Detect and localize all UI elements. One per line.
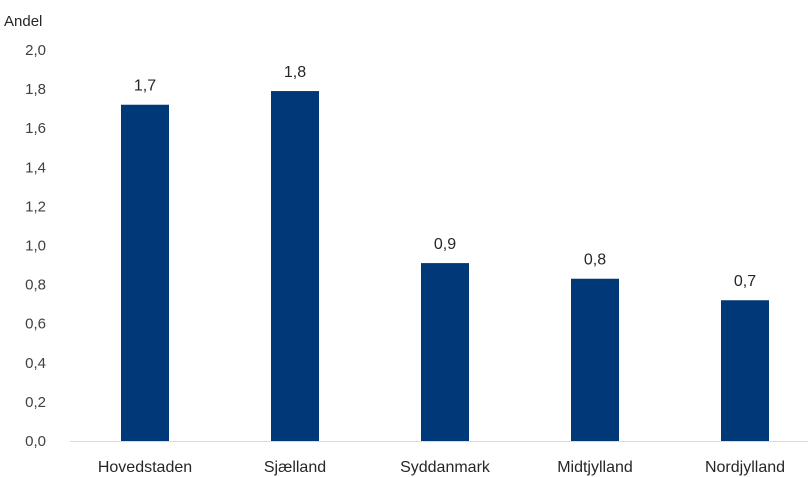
bars	[121, 91, 769, 442]
data-label: 0,9	[434, 236, 456, 253]
category-label: Nordjylland	[705, 459, 785, 476]
bar	[721, 300, 769, 441]
y-tick-label: 1,2	[25, 198, 46, 215]
y-axis-ticks: 0,0 0,2 0,4 0,6 0,8 1,0 1,2 1,4 1,6 1,8 2,0	[25, 42, 46, 450]
bar	[571, 278, 619, 441]
data-label: 0,7	[734, 273, 756, 290]
y-tick-label: 1,4	[25, 159, 46, 176]
category-label: Midtjylland	[557, 459, 633, 476]
bar	[121, 104, 169, 442]
category-label: Syddanmark	[400, 459, 491, 476]
y-tick-label: 0,4	[25, 355, 46, 372]
y-tick-label: 0,8	[25, 277, 46, 294]
data-label: 1,8	[284, 64, 306, 81]
data-labels: 1,7 1,8 0,9 0,8 0,7	[134, 64, 756, 290]
y-tick-label: 1,8	[25, 81, 46, 98]
y-tick-label: 0,6	[25, 316, 46, 333]
bar	[271, 91, 319, 442]
bar	[421, 263, 469, 441]
y-tick-label: 0,2	[25, 394, 46, 411]
data-label: 1,7	[134, 78, 156, 95]
category-label: Sjælland	[264, 459, 326, 476]
category-labels: Hovedstaden Sjælland Syddanmark Midtjylland…	[98, 459, 785, 476]
category-label: Hovedstaden	[98, 459, 192, 476]
data-label: 0,8	[584, 252, 606, 269]
y-tick-label: 1,0	[25, 238, 46, 255]
y-tick-label: 0,0	[25, 433, 46, 450]
y-axis-label: Andel	[4, 13, 42, 30]
y-tick-label: 1,6	[25, 120, 46, 137]
y-tick-label: 2,0	[25, 42, 46, 59]
